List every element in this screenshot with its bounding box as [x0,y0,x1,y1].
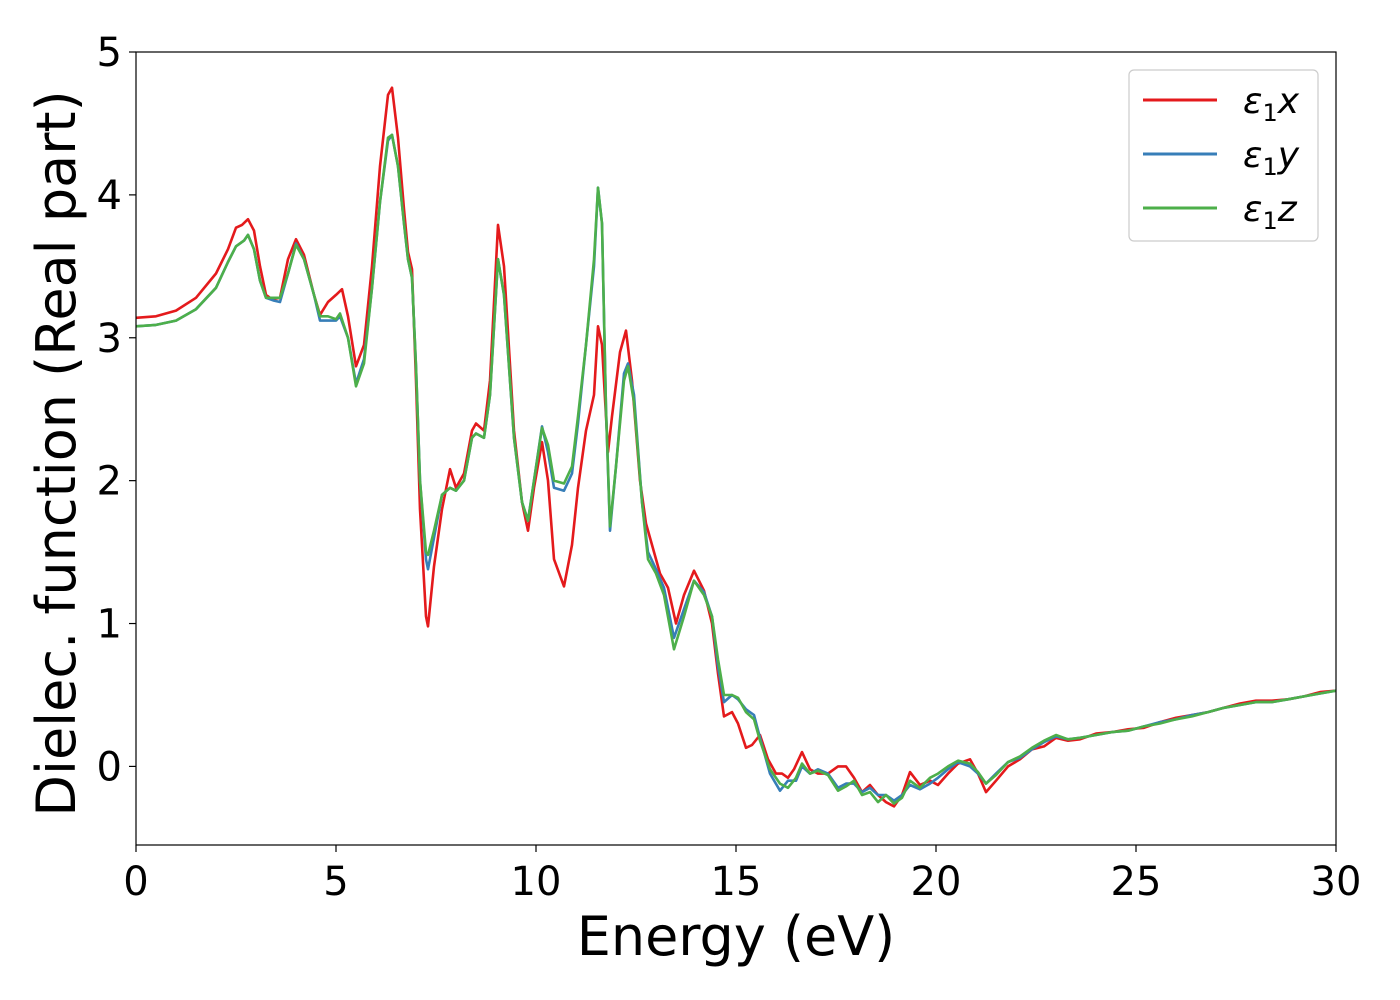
legend: ε1x ε1y ε1z [1128,69,1319,242]
legend-label: ε1x [1243,81,1300,127]
x-tick-label: 5 [323,859,348,905]
y-axis-title: Dielec. function (Real part) [25,90,88,816]
legend-item-y: ε1y [1143,135,1300,181]
x-tick-label: 20 [911,859,962,905]
x-tick-label: 0 [123,859,148,905]
y-axis: 0 1 2 3 4 5 [97,30,136,790]
y-tick-label: 1 [97,602,122,648]
y-tick-label: 3 [97,316,122,362]
legend-item-z: ε1z [1143,189,1298,235]
x-axis-title: Energy (eV) [577,905,896,968]
legend-label: ε1y [1243,135,1300,181]
x-tick-label: 15 [711,859,762,905]
series-layer [136,86,1336,808]
series-line-z [136,133,1336,805]
x-tick-label: 10 [511,859,562,905]
y-tick-label: 2 [97,459,122,505]
legend-item-x: ε1x [1143,81,1300,127]
x-tick-label: 25 [1111,859,1162,905]
legend-box [1128,69,1319,242]
legend-label: ε1z [1243,189,1298,235]
x-axis: 0 5 10 15 20 25 30 [123,845,1361,905]
y-tick-label: 5 [97,30,122,76]
y-tick-label: 0 [97,744,122,790]
y-tick-label: 4 [97,173,122,219]
x-tick-label: 30 [1311,859,1362,905]
